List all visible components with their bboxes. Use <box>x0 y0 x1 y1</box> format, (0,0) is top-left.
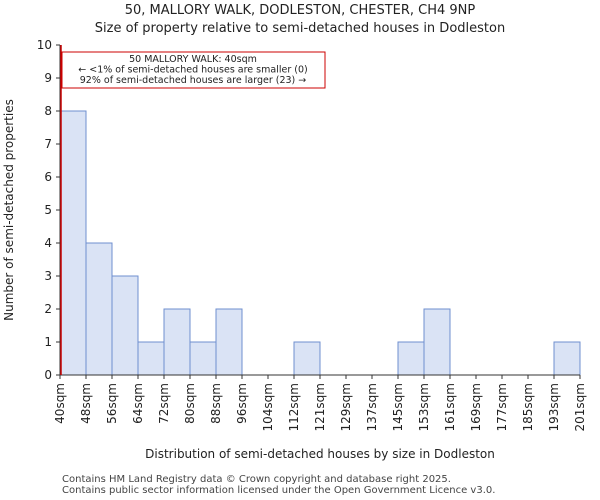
y-tick-label: 7 <box>44 137 52 151</box>
x-tick-label: 48sqm <box>79 383 93 424</box>
x-axis-title: Distribution of semi-detached houses by … <box>145 447 495 461</box>
histogram-chart: 0 1 2 3 4 5 6 7 8 9 10 40sqm 48sqm 56sqm 64sqm 72sqm 80s… <box>2 38 587 461</box>
bar <box>111 275 139 376</box>
bar <box>163 308 191 376</box>
annotation-line-3: 92% of semi-detached houses are larger (… <box>80 75 307 86</box>
x-tick-label: 169sqm <box>469 383 483 431</box>
x-tick-label: 40sqm <box>53 383 67 424</box>
x-tick-label: 153sqm <box>417 383 431 431</box>
y-tick-label: 0 <box>44 368 52 382</box>
y-tick-label: 3 <box>44 269 52 283</box>
footer-line-1: Contains HM Land Registry data © Crown c… <box>62 474 451 485</box>
x-tick-label: 129sqm <box>339 383 353 431</box>
x-tick-label: 137sqm <box>365 383 379 431</box>
x-tick-label: 193sqm <box>547 383 561 431</box>
bar <box>59 110 87 376</box>
bar <box>293 341 321 376</box>
bar <box>137 341 165 376</box>
x-tick-label: 161sqm <box>443 383 457 431</box>
chart-subtitle: Size of property relative to semi-detach… <box>94 21 506 36</box>
x-tick-label: 201sqm <box>573 383 587 431</box>
x-tick-label: 185sqm <box>521 383 535 431</box>
chart-title: 50, MALLORY WALK, DODLESTON, CHESTER, CH… <box>124 3 476 18</box>
x-tick-label: 112sqm <box>287 383 301 431</box>
y-axis-title: Number of semi-detached properties <box>2 99 16 321</box>
bar <box>189 341 217 376</box>
y-tick-label: 2 <box>44 302 52 316</box>
x-tick-label: 72sqm <box>157 383 171 424</box>
annotation-line-1: 50 MALLORY WALK: 40sqm <box>129 54 257 65</box>
x-tick-label: 64sqm <box>131 383 145 424</box>
bar <box>85 242 113 376</box>
y-tick-label: 9 <box>44 71 52 85</box>
y-tick-label: 8 <box>44 104 52 118</box>
x-tick-label: 145sqm <box>391 383 405 431</box>
bar <box>553 341 581 376</box>
y-tick-label: 4 <box>44 236 52 250</box>
x-tick-label: 88sqm <box>209 383 223 424</box>
x-tick-label: 56sqm <box>105 383 119 424</box>
footer-line-2: Contains public sector information licen… <box>62 485 496 496</box>
x-tick-label: 104sqm <box>261 383 275 431</box>
y-tick-label: 10 <box>37 38 52 52</box>
bar <box>397 341 425 376</box>
annotation-line-2: ← <1% of semi-detached houses are smalle… <box>78 65 307 76</box>
x-tick-label: 121sqm <box>313 383 327 431</box>
y-tick-label: 6 <box>44 170 52 184</box>
annotation-box <box>61 51 326 89</box>
bar <box>215 308 243 376</box>
x-tick-label: 80sqm <box>183 383 197 424</box>
y-tick-label: 5 <box>44 203 52 217</box>
bar <box>423 308 451 376</box>
x-tick-label: 177sqm <box>495 383 509 431</box>
y-tick-label: 1 <box>44 335 52 349</box>
x-tick-label: 96sqm <box>235 383 249 424</box>
